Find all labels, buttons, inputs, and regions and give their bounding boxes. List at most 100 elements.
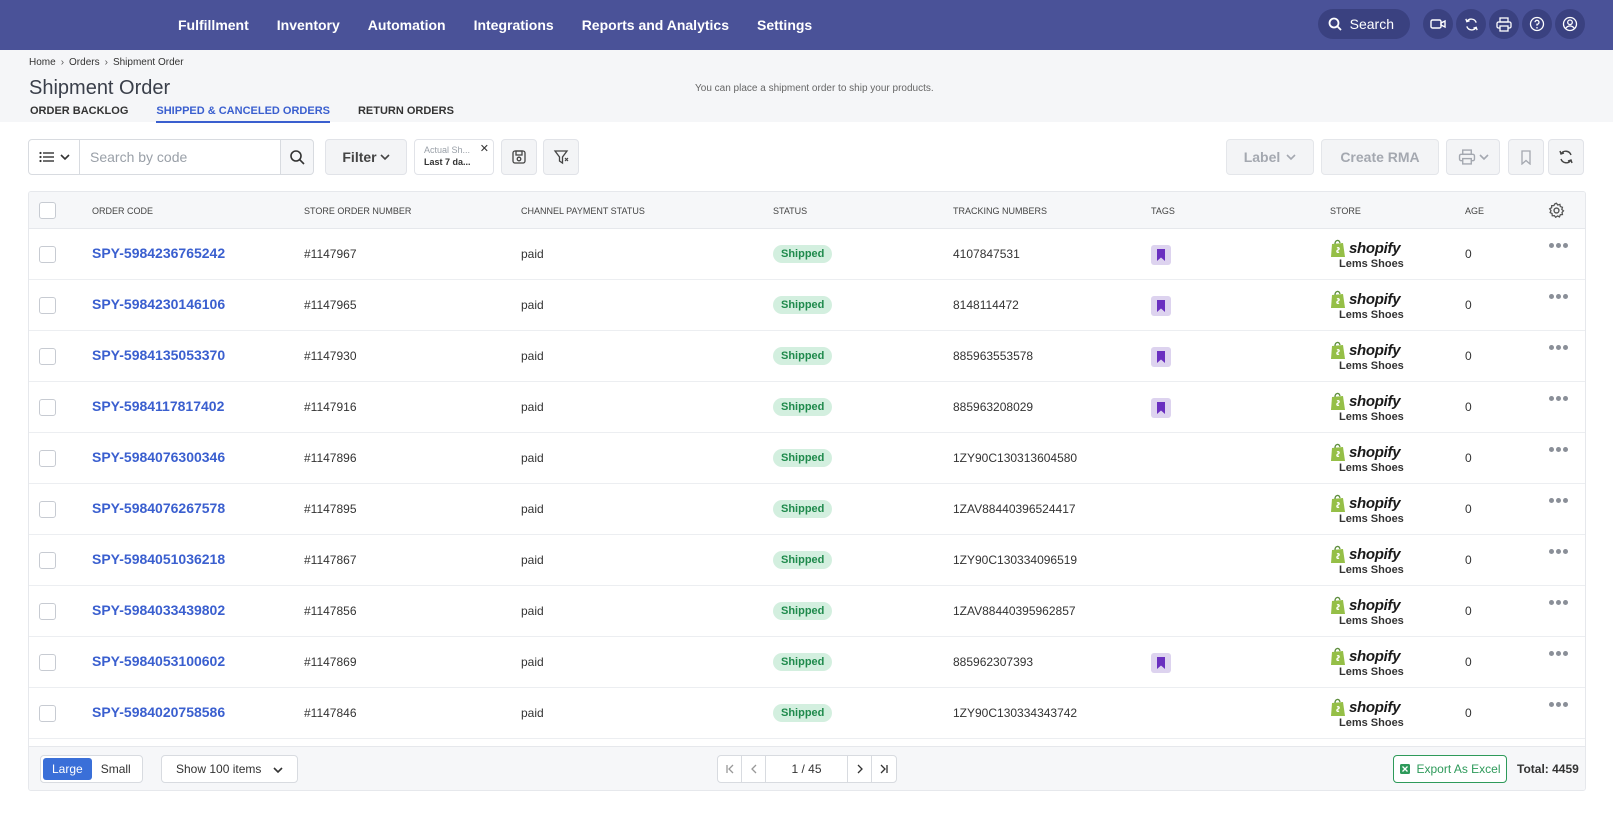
more-actions-icon[interactable]: [1549, 243, 1570, 248]
order-code-link[interactable]: SPY-5984051036218: [92, 551, 226, 567]
table-row[interactable]: SPY-5984076267578 #1147895 paid Shipped 1ZAV…: [29, 484, 1585, 535]
tracking-number[interactable]: 885963553578: [953, 349, 1034, 363]
order-code-link[interactable]: SPY-5984053100602: [92, 653, 226, 669]
bookmark-tag-icon[interactable]: [1151, 296, 1171, 316]
row-checkbox[interactable]: [39, 501, 56, 518]
table-row[interactable]: SPY-5984117817402 #1147916 paid Shipped 8859…: [29, 382, 1585, 433]
header-tags[interactable]: TAGS: [1151, 206, 1175, 216]
bookmark-tag-icon[interactable]: [1151, 347, 1171, 367]
create-rma-button[interactable]: Create RMA: [1321, 139, 1439, 175]
header-tracking[interactable]: TRACKING NUMBERS: [953, 206, 1048, 216]
tab-return-orders[interactable]: RETURN ORDERS: [357, 105, 454, 117]
header-status[interactable]: STATUS: [773, 206, 808, 216]
row-checkbox[interactable]: [39, 348, 56, 365]
table-row[interactable]: SPY-5984236765242 #1147967 paid Shipped 4107…: [29, 229, 1585, 280]
nav-reports[interactable]: Reports and Analytics: [581, 17, 729, 33]
order-code-link[interactable]: SPY-5984076267578: [92, 500, 226, 516]
gear-icon[interactable]: [1548, 202, 1565, 219]
refresh-button[interactable]: [1548, 139, 1584, 175]
size-large-button[interactable]: Large: [43, 758, 92, 780]
order-code-link[interactable]: SPY-5984135053370: [92, 347, 226, 363]
more-actions-icon[interactable]: [1549, 702, 1570, 707]
sync-button[interactable]: [1456, 9, 1486, 39]
bookmark-tag-icon[interactable]: [1151, 653, 1171, 673]
print-button[interactable]: [1489, 9, 1519, 39]
more-actions-icon[interactable]: [1549, 447, 1570, 452]
nav-settings[interactable]: Settings: [756, 17, 813, 33]
breadcrumb-home[interactable]: Home: [29, 57, 56, 68]
more-actions-icon[interactable]: [1549, 600, 1570, 605]
prev-page-button[interactable]: [742, 756, 766, 782]
order-code-link[interactable]: SPY-5984236765242: [92, 245, 226, 261]
tracking-number[interactable]: 4107847531: [953, 247, 1020, 261]
table-row[interactable]: SPY-5984033439802 #1147856 paid Shipped 1ZAV…: [29, 586, 1585, 637]
view-mode-button[interactable]: [28, 139, 80, 175]
more-actions-icon[interactable]: [1549, 396, 1570, 401]
row-checkbox[interactable]: [39, 552, 56, 569]
row-checkbox[interactable]: [39, 603, 56, 620]
page-indicator[interactable]: 1 / 45: [766, 756, 848, 782]
table-row[interactable]: SPY-5984051036218 #1147867 paid Shipped 1ZY9…: [29, 535, 1585, 586]
search-input[interactable]: [79, 139, 281, 175]
nav-fulfillment[interactable]: Fulfillment: [178, 17, 249, 33]
order-code-link[interactable]: SPY-5984230146106: [92, 296, 226, 312]
table-row[interactable]: SPY-5984230146106 #1147965 paid Shipped 8148…: [29, 280, 1585, 331]
tracking-number[interactable]: 1ZY90C130334343742: [953, 706, 1078, 720]
filter-button[interactable]: Filter: [325, 139, 407, 175]
row-checkbox[interactable]: [39, 246, 56, 263]
tracking-number[interactable]: 885962307393: [953, 655, 1034, 669]
more-actions-icon[interactable]: [1549, 651, 1570, 656]
tab-order-backlog[interactable]: ORDER BACKLOG: [30, 105, 129, 117]
header-order-code[interactable]: ORDER CODE: [92, 206, 154, 216]
tracking-number[interactable]: 885963208029: [953, 400, 1034, 414]
bookmark-tag-icon[interactable]: [1151, 398, 1171, 418]
label-button[interactable]: Label: [1226, 139, 1314, 175]
more-actions-icon[interactable]: [1549, 345, 1570, 350]
filter-chip[interactable]: Actual Sh... Last 7 da... ✕: [414, 139, 494, 175]
header-age[interactable]: AGE: [1465, 206, 1485, 216]
tracking-number[interactable]: 1ZAV88440395962857: [953, 604, 1076, 618]
header-store-order-number[interactable]: STORE ORDER NUMBER: [304, 206, 412, 216]
more-actions-icon[interactable]: [1549, 498, 1570, 503]
tracking-number[interactable]: 1ZY90C130334096519: [953, 553, 1078, 567]
next-page-button[interactable]: [848, 756, 872, 782]
video-button[interactable]: [1423, 9, 1453, 39]
header-store[interactable]: STORE: [1330, 206, 1361, 216]
last-page-button[interactable]: [872, 756, 896, 782]
row-checkbox[interactable]: [39, 705, 56, 722]
tracking-number[interactable]: 1ZAV88440396524417: [953, 502, 1076, 516]
bookmark-tag-icon[interactable]: [1151, 245, 1171, 265]
clear-filter-button[interactable]: [543, 139, 579, 175]
order-code-link[interactable]: SPY-5984020758586: [92, 704, 226, 720]
row-checkbox[interactable]: [39, 450, 56, 467]
help-button[interactable]: [1522, 9, 1552, 39]
page-size-select[interactable]: Show 100 items: [161, 755, 298, 783]
table-row[interactable]: SPY-5984053100602 #1147869 paid Shipped 8859…: [29, 637, 1585, 688]
first-page-button[interactable]: [718, 756, 742, 782]
search-submit-button[interactable]: [280, 139, 314, 175]
export-excel-button[interactable]: Export As Excel: [1393, 755, 1507, 783]
global-search-button[interactable]: Search: [1317, 9, 1410, 39]
nav-automation[interactable]: Automation: [367, 17, 446, 33]
more-actions-icon[interactable]: [1549, 294, 1570, 299]
more-actions-icon[interactable]: [1549, 549, 1570, 554]
table-row[interactable]: SPY-5984020758586 #1147846 paid Shipped 1ZY9…: [29, 688, 1585, 739]
header-payment-status[interactable]: CHANNEL PAYMENT STATUS: [521, 206, 645, 216]
row-checkbox[interactable]: [39, 654, 56, 671]
row-checkbox[interactable]: [39, 399, 56, 416]
close-icon[interactable]: ✕: [479, 143, 489, 155]
table-row[interactable]: SPY-5984076300346 #1147896 paid Shipped 1ZY9…: [29, 433, 1585, 484]
breadcrumb-orders[interactable]: Orders: [69, 57, 100, 68]
row-checkbox[interactable]: [39, 297, 56, 314]
nav-integrations[interactable]: Integrations: [473, 17, 554, 33]
size-small-button[interactable]: Small: [100, 762, 131, 776]
table-row[interactable]: SPY-5984135053370 #1147930 paid Shipped 8859…: [29, 331, 1585, 382]
bookmark-button[interactable]: [1508, 139, 1544, 175]
tracking-number[interactable]: 8148114472: [953, 298, 1019, 312]
order-code-link[interactable]: SPY-5984033439802: [92, 602, 226, 618]
order-code-link[interactable]: SPY-5984076300346: [92, 449, 226, 465]
select-all-checkbox[interactable]: [39, 202, 56, 219]
print-menu-button[interactable]: [1446, 139, 1500, 175]
tracking-number[interactable]: 1ZY90C130313604580: [953, 451, 1078, 465]
tab-shipped-canceled[interactable]: SHIPPED & CANCELED ORDERS: [156, 105, 330, 123]
